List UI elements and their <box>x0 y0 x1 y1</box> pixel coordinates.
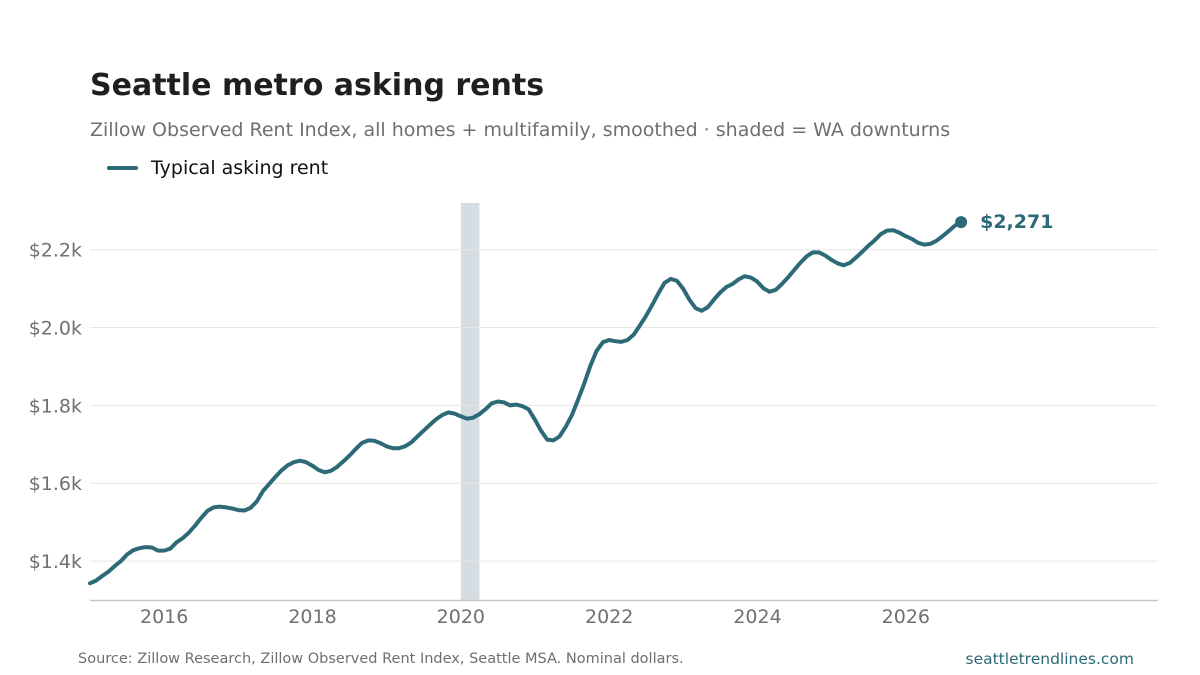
y-tick-label: $1.8k <box>29 395 82 417</box>
x-tick-label: 2026 <box>882 606 930 628</box>
shade-layer <box>460 203 480 600</box>
legend-label: Typical asking rent <box>151 157 329 179</box>
label-layer: $2,271 <box>980 211 1053 233</box>
x-tick-label: 2024 <box>733 606 781 628</box>
site-link[interactable]: seattletrendlines.com <box>965 650 1135 668</box>
x-tick-label: 2018 <box>288 606 336 628</box>
chart-title: Seattle metro asking rents <box>90 68 545 103</box>
legend-swatch <box>107 166 138 170</box>
downturn-shade-0 <box>460 203 480 600</box>
y-tick-label: $1.6k <box>29 473 82 495</box>
source-note: Source: Zillow Research, Zillow Observed… <box>78 651 684 667</box>
series-line <box>88 220 964 586</box>
x-tick-label: 2016 <box>140 606 188 628</box>
grid-layer <box>90 249 1158 562</box>
y-tick-label: $2.0k <box>29 318 82 340</box>
x-tick-label: 2022 <box>585 606 633 628</box>
x-tick-label: 2020 <box>437 606 485 628</box>
end-point-marker <box>955 216 968 229</box>
chart-subtitle: Zillow Observed Rent Index, all homes + … <box>90 119 951 141</box>
axis-layer: $1.4k $1.6k $1.8k $2.0k $2.2k 2016 2018 2020 202… <box>29 240 1158 628</box>
end-value-label: $2,271 <box>980 211 1053 233</box>
y-tick-label: $1.4k <box>29 551 82 573</box>
series-layer <box>88 216 968 586</box>
legend: Typical asking rent <box>107 157 328 179</box>
y-tick-label: $2.2k <box>29 240 82 262</box>
